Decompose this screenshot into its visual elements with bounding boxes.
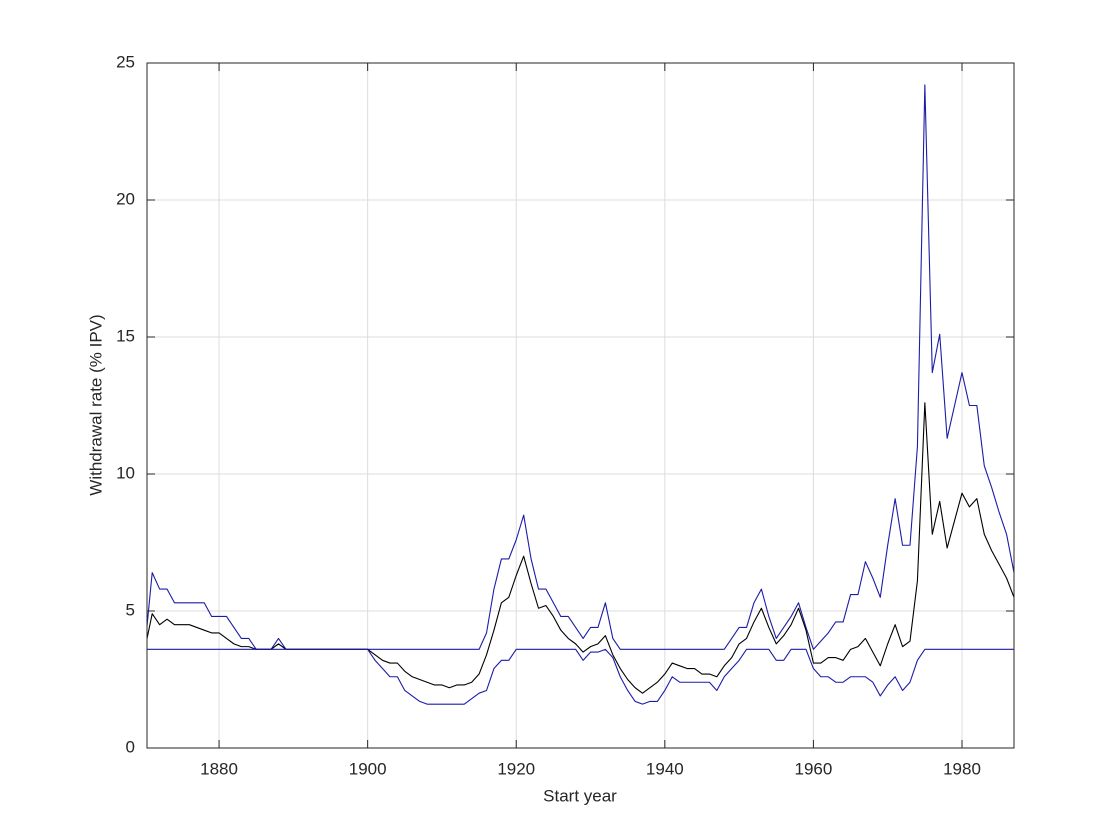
axes-box — [146, 62, 1015, 749]
y-tick-label: 5 — [126, 600, 135, 619]
line-series — [147, 648, 1014, 705]
x-axis-label: Start year — [543, 786, 617, 805]
x-tick-label: 1980 — [943, 759, 981, 778]
x-tick-label: 1960 — [794, 759, 832, 778]
ticks: 0 5 10 15 20 25 1880 1900 1920 1940 1960 1980 — [116, 52, 1014, 778]
y-tick-label: 15 — [116, 326, 135, 345]
x-tick-label: 1920 — [497, 759, 535, 778]
y-tick-label: 10 — [116, 463, 135, 482]
y-tick-label: 0 — [126, 737, 135, 756]
x-tick-label: 1900 — [349, 759, 387, 778]
plot-area — [147, 84, 1014, 705]
x-tick-label: 1940 — [646, 759, 684, 778]
y-tick-label: 20 — [116, 189, 135, 208]
y-axis-label: Withdrawal rate (% IPV) — [86, 314, 105, 495]
x-tick-label: 1880 — [200, 759, 238, 778]
y-tick-label: 25 — [116, 52, 135, 71]
